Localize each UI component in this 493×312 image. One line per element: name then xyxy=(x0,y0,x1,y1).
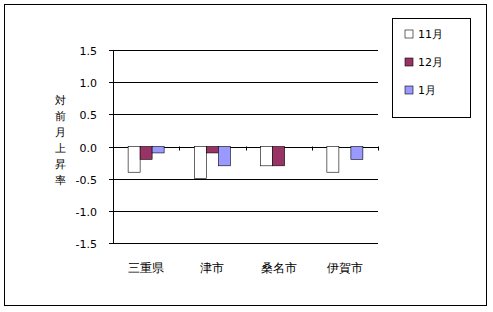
legend-label: 1月 xyxy=(418,84,436,97)
bar xyxy=(351,147,363,160)
grid-line xyxy=(113,82,378,83)
legend-label: 11月 xyxy=(418,28,443,41)
category-label: 桑名市 xyxy=(261,261,297,275)
bars xyxy=(128,147,363,179)
grid-line xyxy=(113,179,378,180)
tick-label: 0.5 xyxy=(80,109,98,122)
chart-root: -1.5 -1.0 -0.5 0.0 0.5 1.0 1.5 対前月上昇率三重県 津市 桑名市 伊賀… xyxy=(0,0,493,312)
grid-line xyxy=(113,114,378,115)
category-label: 津市 xyxy=(200,261,224,275)
tick-label: -1.0 xyxy=(76,206,97,219)
bar xyxy=(285,146,297,147)
bar xyxy=(261,147,273,166)
legend-box xyxy=(393,19,471,118)
bar xyxy=(218,147,230,166)
grid-line xyxy=(113,243,378,244)
chart: -1.5 -1.0 -0.5 0.0 0.5 1.0 1.5 対前月上昇率三重県 津市 桑名市 伊賀… xyxy=(0,0,493,312)
tick xyxy=(109,179,113,180)
grid-line xyxy=(113,211,378,212)
tick-label: -0.5 xyxy=(76,174,97,187)
bar xyxy=(152,147,164,153)
grid-line xyxy=(113,50,378,51)
category-tick xyxy=(378,147,379,151)
tick-label: 1.5 xyxy=(80,45,98,58)
bar xyxy=(194,147,206,179)
tick xyxy=(109,114,113,115)
tick xyxy=(109,211,113,212)
category-tick xyxy=(179,147,180,151)
bar xyxy=(140,147,152,160)
tick-label: 1.0 xyxy=(80,77,98,90)
tick xyxy=(109,50,113,51)
tick xyxy=(109,243,113,244)
legend-label: 12月 xyxy=(418,56,443,69)
bar xyxy=(339,146,351,147)
bar xyxy=(128,147,140,173)
legend-swatch xyxy=(405,86,413,94)
tick-label: -1.5 xyxy=(76,238,97,251)
tick xyxy=(109,147,113,148)
bar xyxy=(327,147,339,173)
category-tick xyxy=(312,147,313,151)
y-axis-label: 対前月上昇率 xyxy=(55,94,66,187)
legend-swatch xyxy=(405,58,413,66)
frame xyxy=(5,5,487,306)
category-tick xyxy=(246,147,247,151)
category-label: 三重県 xyxy=(128,261,164,275)
bar xyxy=(273,147,285,166)
legend-swatch xyxy=(405,30,413,38)
tick xyxy=(109,82,113,83)
tick-label: 0.0 xyxy=(80,142,98,155)
category-label: 伊賀市 xyxy=(327,261,363,275)
bar xyxy=(206,147,218,153)
y-axis xyxy=(113,50,114,243)
